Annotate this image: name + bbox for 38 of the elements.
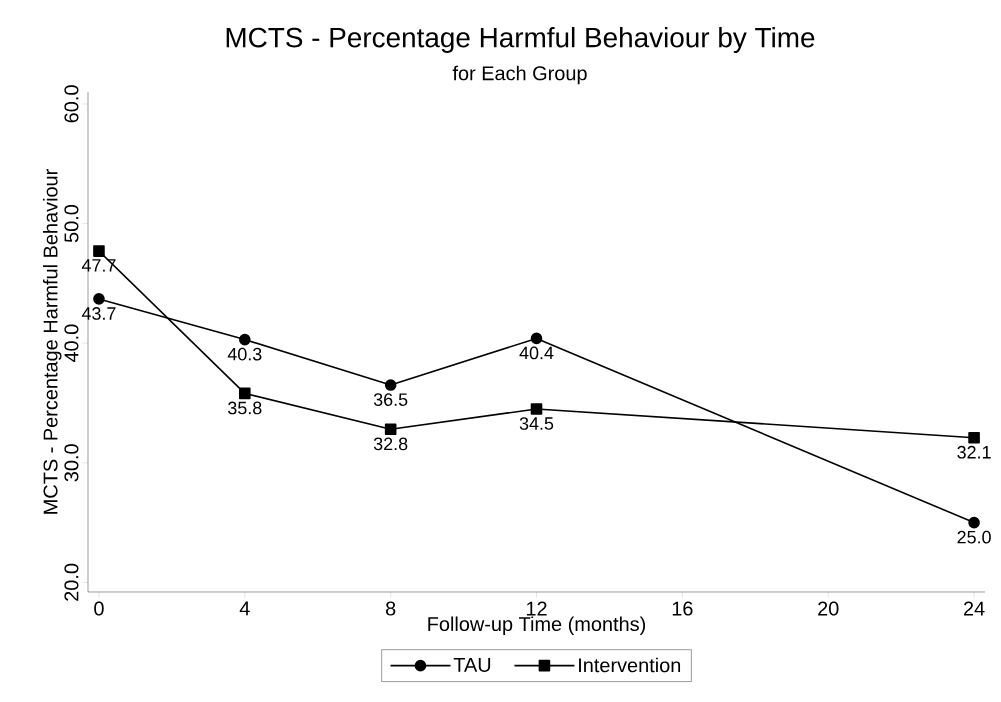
data-label: 25.0 — [957, 530, 991, 544]
data-label: 47.7 — [81, 259, 116, 272]
point — [968, 431, 980, 444]
x-tick-label: 24 — [963, 601, 985, 616]
x-tick-label: 12 — [526, 601, 547, 616]
point — [384, 423, 397, 436]
point — [530, 403, 543, 415]
data-label: 34.5 — [519, 417, 554, 430]
x-tick-label: 8 — [385, 601, 396, 616]
legend-label: Intervention — [579, 657, 681, 673]
point — [239, 333, 251, 346]
point — [384, 379, 397, 391]
data-label: 32.8 — [373, 437, 408, 451]
point — [93, 293, 105, 305]
chart-title: MCTS - Percentage Harmful Behaviour by Time — [226, 27, 815, 53]
y-axis-title: MCTS - Percentage Harmful Behaviour — [42, 169, 62, 514]
y-tick-label: 60.0 — [64, 85, 79, 123]
point — [968, 516, 980, 529]
point — [93, 245, 105, 257]
data-label: 35.8 — [228, 401, 262, 415]
data-label: 40.4 — [519, 346, 554, 360]
data-label: 40.3 — [227, 347, 262, 361]
legend-label: TAU — [453, 658, 491, 672]
chart-subtitle: for Each Group — [452, 65, 587, 85]
y-tick-label: 50.0 — [64, 204, 79, 243]
x-axis-title: Follow-up Time (months) — [428, 616, 646, 636]
data-label: 36.5 — [373, 393, 408, 406]
data-label: 43.7 — [81, 307, 116, 320]
y-tick-label: 30.0 — [64, 444, 79, 482]
point — [530, 332, 543, 345]
x-tick-label: 4 — [239, 601, 250, 616]
data-label: 32.1 — [957, 445, 991, 459]
x-tick-label: 16 — [672, 601, 693, 616]
x-tick-label: 20 — [818, 601, 839, 616]
x-tick-label: 0 — [94, 601, 104, 616]
y-tick-label: 20.0 — [64, 563, 79, 601]
y-tick-label: 40.0 — [64, 324, 79, 363]
point — [239, 387, 251, 400]
